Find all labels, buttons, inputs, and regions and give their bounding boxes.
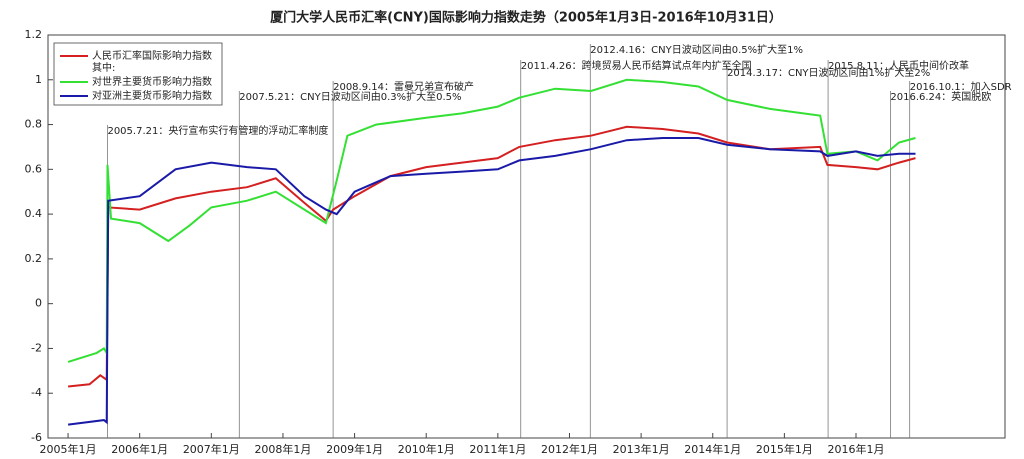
x-tick-label: 2005年1月	[40, 442, 97, 456]
annotation-label: 2014.3.17：CNY日波动区间由1%扩大至2%	[727, 66, 930, 79]
y-tick-label: -6	[31, 431, 42, 444]
x-tick-label: 2016年1月	[828, 442, 885, 456]
annotation-label: 2005.7.21：央行宣布实行有管理的浮动汇率制度	[107, 124, 328, 137]
x-tick-label: 2009年1月	[326, 442, 383, 456]
y-tick-label: 0.2	[25, 252, 43, 265]
y-tick-label: 0.4	[25, 207, 43, 220]
y-tick-label: 0.6	[25, 162, 43, 175]
x-tick-label: 2006年1月	[111, 442, 168, 456]
annotation-label: 2016.6.24：英国脱欧	[890, 90, 991, 103]
annotation-label: 2011.4.26：跨境贸易人民币结算试点年内扩至全国	[521, 59, 752, 72]
y-tick-label: 1	[35, 73, 42, 86]
annotation-label: 2016.10.1：加入SDR	[910, 81, 1012, 93]
x-tick-label: 2015年1月	[756, 442, 813, 456]
plot-frame	[47, 34, 1006, 439]
x-tick-label: 2012年1月	[541, 442, 598, 456]
legend-note: 其中:	[92, 61, 115, 74]
annotation-label: 2008.9.14：雷曼兄弟宣布破产	[333, 80, 474, 93]
annotation-label: 2007.5.21：CNY日波动区间由0.3%扩大至0.5%	[239, 90, 461, 103]
y-tick-label: -2	[31, 341, 42, 354]
annotation-label: 2015.8.11：人民币中间价改革	[828, 59, 969, 72]
x-tick-label: 2014年1月	[684, 442, 741, 456]
series-line	[67, 78, 916, 363]
series-line	[67, 125, 916, 388]
y-tick-label: -4	[31, 386, 42, 399]
y-tick-label: 0.8	[25, 118, 43, 131]
series-line	[67, 137, 916, 426]
x-tick-label: 2007年1月	[183, 442, 240, 456]
legend-label: 人民币汇率国际影响力指数	[92, 49, 212, 62]
legend-box	[53, 42, 223, 106]
x-tick-label: 2013年1月	[613, 442, 670, 456]
y-tick-label: 1.2	[25, 28, 43, 41]
chart-title: 厦门大学人民币汇率(CNY)国际影响力指数走势（2005年1月3日-2016年1…	[270, 10, 782, 26]
x-tick-label: 2010年1月	[398, 442, 455, 456]
x-tick-label: 2008年1月	[254, 442, 311, 456]
legend-label: 对亚洲主要货币影响力指数	[92, 89, 212, 102]
x-tick-label: 2011年1月	[469, 442, 526, 456]
legend-label: 对世界主要货币影响力指数	[92, 75, 212, 88]
y-tick-label: 0	[35, 297, 42, 310]
annotation-label: 2012.4.16：CNY日波动区间由0.5%扩大至1%	[590, 43, 803, 56]
